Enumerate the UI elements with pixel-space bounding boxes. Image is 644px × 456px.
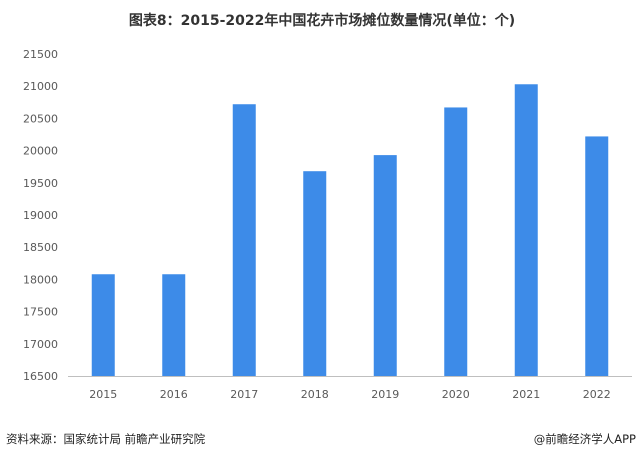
x-axis-ticks: 2015 2016 2017 2018 2019 2020 2021 2022 [89, 388, 611, 401]
y-tick-label: 21000 [23, 80, 58, 93]
bars [91, 84, 609, 377]
y-tick-label: 17000 [23, 338, 58, 351]
bar-2022 [585, 136, 609, 376]
x-tick-label: 2015 [89, 388, 117, 401]
source-note: 资料来源：国家统计局 前瞻产业研究院 [6, 432, 206, 446]
x-tick-label: 2018 [301, 388, 329, 401]
x-tick-label: 2022 [583, 388, 611, 401]
y-tick-label: 20500 [23, 112, 58, 125]
x-tick-label: 2017 [230, 388, 258, 401]
bar-2020 [444, 107, 468, 377]
y-tick-label: 21500 [23, 48, 58, 61]
x-tick-label: 2021 [512, 388, 540, 401]
x-tick-label: 2016 [160, 388, 188, 401]
brand-note: @前瞻经济学人APP [533, 432, 636, 446]
x-tick-label: 2020 [442, 388, 470, 401]
x-tick-label: 2019 [371, 388, 399, 401]
y-tick-label: 19500 [23, 177, 58, 190]
bar-2018 [303, 171, 327, 376]
bar-2021 [514, 84, 538, 376]
y-axis-ticks: 16500 17000 17500 18000 18500 19000 19500 20000… [23, 48, 58, 383]
bar-2017 [232, 104, 256, 377]
y-tick-label: 18500 [23, 241, 58, 254]
bar-2016 [162, 274, 186, 376]
y-tick-label: 20000 [23, 145, 58, 158]
y-tick-label: 18000 [23, 273, 58, 286]
bar-2015 [91, 274, 115, 376]
y-tick-label: 17500 [23, 306, 58, 319]
chart-title: 图表8：2015-2022年中国花卉市场摊位数量情况(单位：个) [128, 13, 516, 29]
y-tick-label: 19000 [23, 209, 58, 222]
y-tick-label: 16500 [23, 370, 58, 383]
bar-2019 [373, 155, 397, 376]
